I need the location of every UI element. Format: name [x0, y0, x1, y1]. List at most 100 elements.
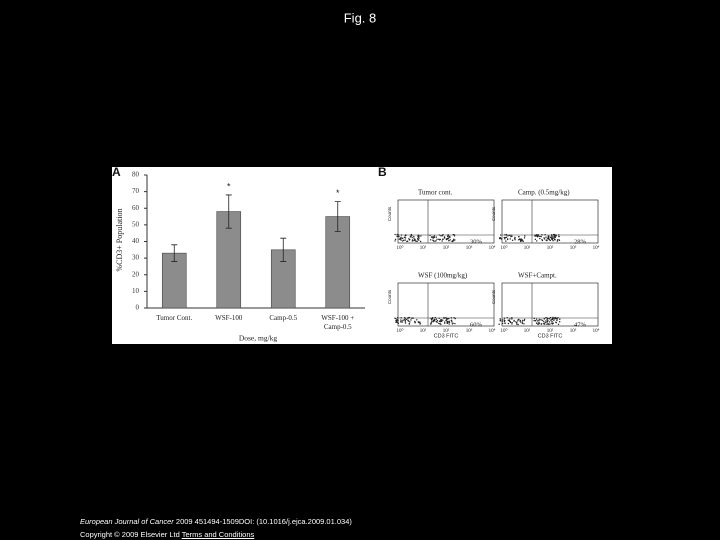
event-dot — [450, 317, 453, 319]
event-dot — [520, 238, 523, 240]
event-dot — [508, 234, 511, 237]
event-dot — [533, 319, 535, 322]
event-dot — [513, 320, 515, 322]
decade-tick: 10⁴ — [593, 328, 600, 334]
event-dot — [551, 323, 554, 325]
plot-title: Camp. (0.5mg/kg) — [518, 189, 570, 197]
event-dot — [511, 323, 513, 325]
event-dot — [548, 235, 550, 237]
event-dot — [533, 317, 535, 320]
event-dot — [411, 236, 413, 239]
event-dot — [395, 319, 397, 322]
event-dot — [399, 238, 402, 240]
event-dot — [440, 319, 443, 321]
event-dot — [404, 317, 406, 319]
event-dot — [420, 235, 422, 237]
event-dot — [558, 321, 561, 323]
event-dot — [524, 235, 526, 237]
event-dot — [436, 238, 438, 241]
decade-tick: 10² — [443, 328, 450, 334]
x-axis-label: CD3 FITC — [538, 333, 563, 339]
event-dot — [394, 240, 396, 242]
event-dot — [539, 237, 541, 240]
y-tick-label: 50 — [132, 220, 140, 228]
event-dot — [400, 234, 403, 236]
event-dot — [407, 319, 409, 322]
event-dot — [546, 317, 548, 319]
event-dot — [556, 239, 559, 241]
event-dot — [432, 235, 434, 238]
decade-tick: 10¹ — [420, 328, 427, 334]
event-dot — [396, 319, 399, 322]
event-dot — [536, 234, 538, 236]
event-dot — [418, 234, 420, 237]
event-dot — [538, 319, 540, 322]
event-dot — [504, 234, 506, 236]
event-dot — [550, 238, 553, 240]
event-dot — [439, 320, 442, 323]
decade-tick: 10⁰ — [500, 245, 507, 251]
event-dot — [407, 318, 409, 320]
event-dot — [545, 236, 547, 238]
event-dot — [438, 234, 441, 236]
event-dot — [534, 238, 537, 241]
decade-tick: 10³ — [570, 328, 577, 334]
event-dot — [555, 318, 558, 320]
event-dot — [508, 319, 510, 322]
event-dot — [431, 321, 433, 323]
event-dot — [540, 319, 542, 321]
event-dot — [499, 237, 501, 240]
event-dot — [431, 317, 434, 320]
event-dot — [541, 319, 543, 322]
event-dot — [431, 319, 433, 321]
terms-link[interactable]: Terms and Conditions — [181, 530, 255, 539]
event-dot — [416, 240, 418, 242]
event-dot — [436, 319, 439, 322]
significance-mark: * — [336, 188, 340, 198]
event-dot — [438, 317, 440, 319]
copyright: Copyright © 2009 Elsevier Ltd — [80, 530, 180, 539]
event-dot — [429, 234, 431, 237]
event-dot — [446, 237, 448, 240]
event-dot — [404, 321, 406, 323]
event-dot — [454, 322, 456, 325]
event-dot — [521, 321, 524, 323]
event-dot — [435, 318, 438, 320]
event-dot — [535, 318, 538, 320]
event-dot — [435, 240, 437, 242]
y-axis-label: Counts — [491, 206, 496, 221]
event-dot — [429, 239, 432, 241]
event-dot — [438, 238, 440, 240]
event-dot — [498, 323, 500, 325]
event-dot — [396, 317, 399, 319]
event-dot — [454, 239, 456, 241]
percent-label: 30% — [470, 238, 483, 245]
event-dot — [558, 234, 560, 236]
event-dot — [400, 317, 402, 319]
event-dot — [504, 236, 506, 239]
event-dot — [551, 234, 553, 236]
x-tick-label: WSF-100 — [215, 314, 243, 322]
event-dot — [553, 235, 555, 237]
event-dot — [413, 237, 415, 239]
event-dot — [505, 236, 508, 239]
event-dot — [504, 322, 506, 324]
event-dot — [445, 319, 447, 322]
event-dot — [452, 238, 455, 240]
event-dot — [447, 237, 450, 239]
event-dot — [419, 240, 422, 243]
event-dot — [553, 237, 556, 239]
event-dot — [503, 319, 505, 321]
event-dot — [409, 238, 411, 241]
event-dot — [404, 239, 406, 241]
event-dot — [454, 317, 456, 320]
x-axis-label: Dose, mg/kg — [239, 334, 278, 343]
event-dot — [510, 235, 512, 238]
event-dot — [402, 319, 404, 321]
event-dot — [408, 316, 411, 319]
event-dot — [397, 234, 400, 236]
event-dot — [517, 239, 520, 241]
event-dot — [557, 323, 560, 326]
decade-tick: 10² — [547, 245, 554, 251]
x-tick-label: Tumor Cont. — [156, 314, 193, 322]
